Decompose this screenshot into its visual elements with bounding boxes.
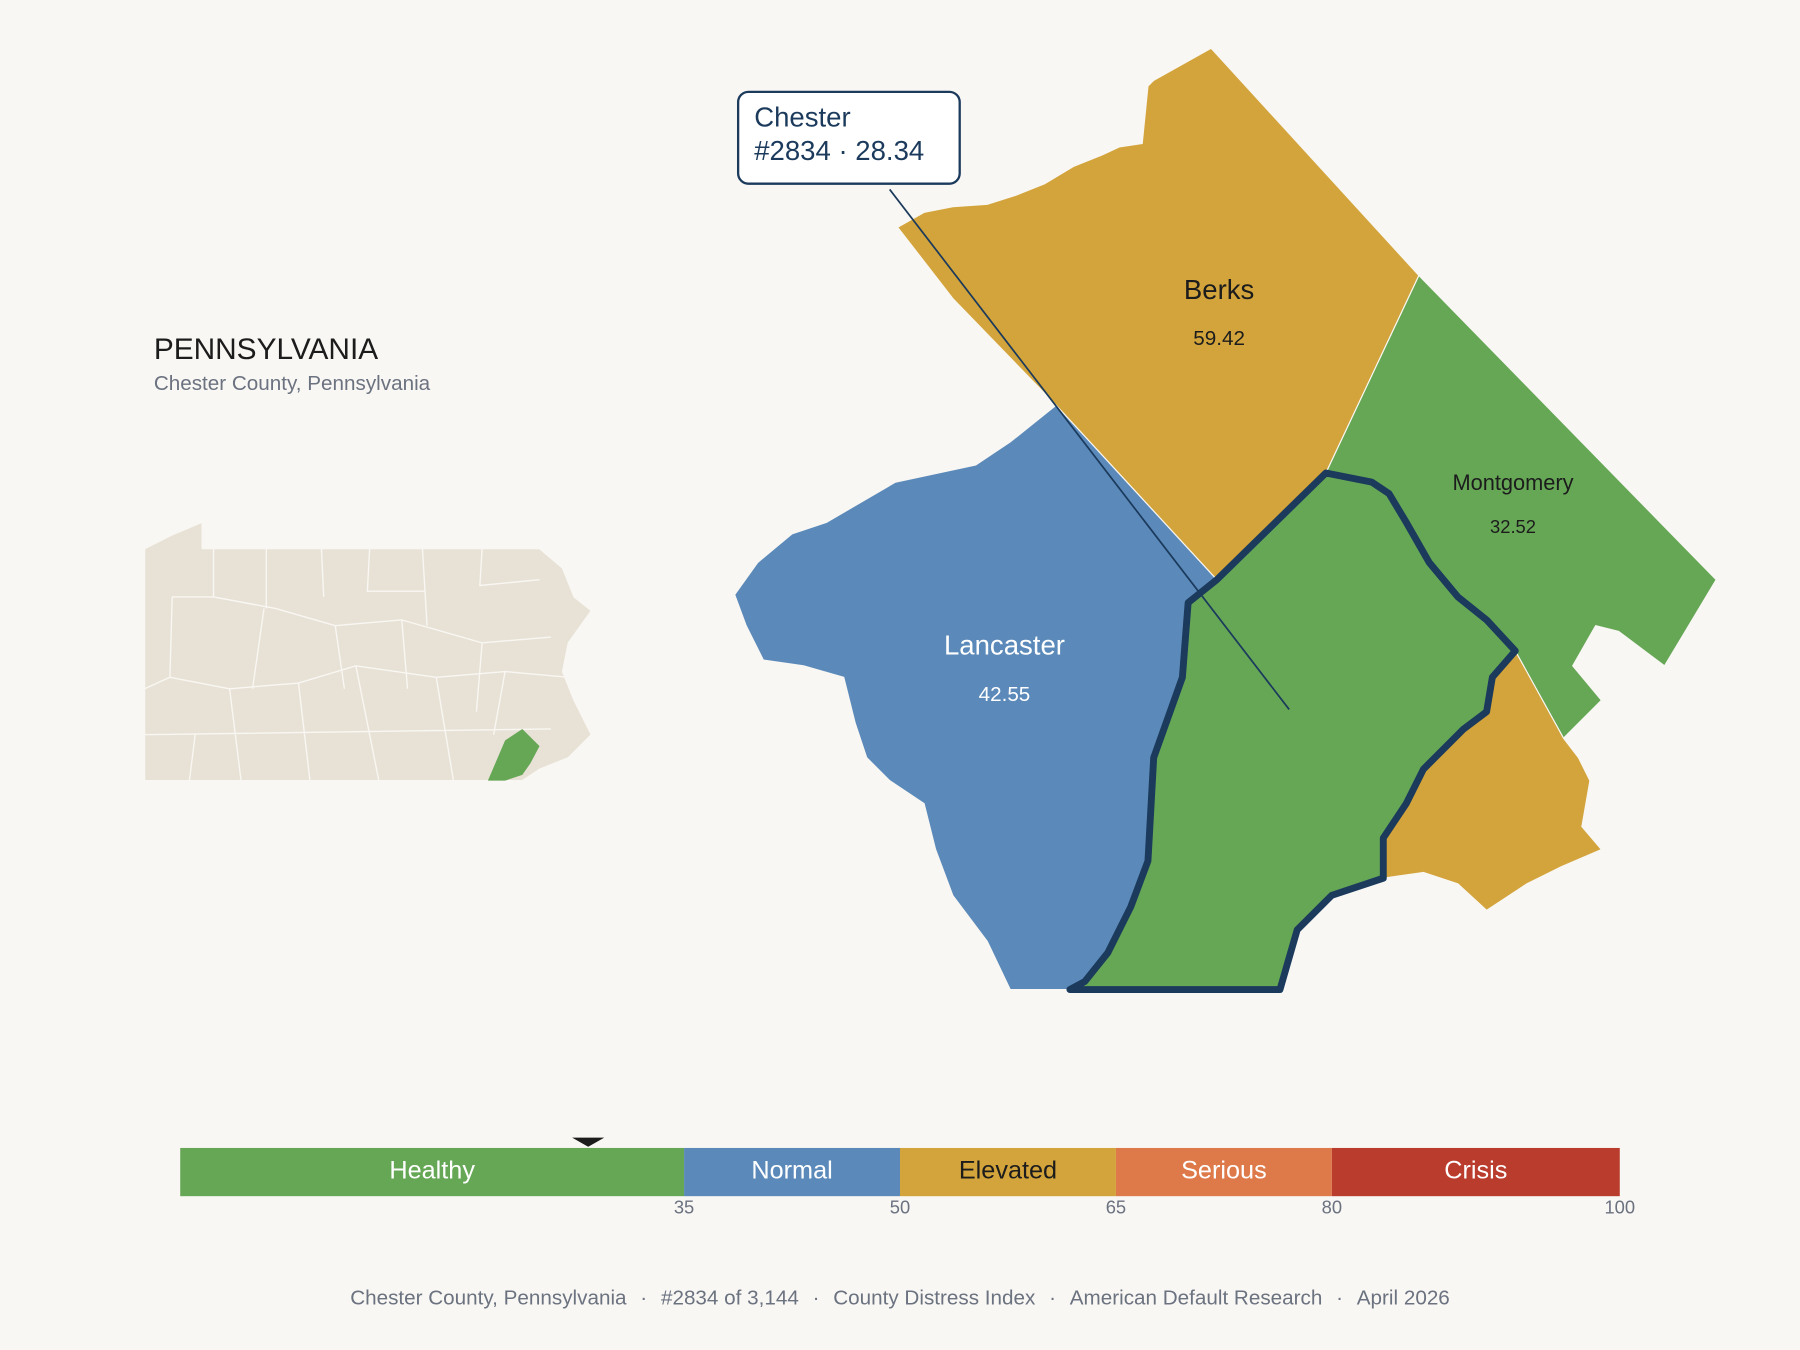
legend-segment	[180, 1147, 685, 1197]
value-marker	[572, 1137, 605, 1147]
callout-leader	[888, 188, 1290, 710]
legend-segment	[900, 1147, 1116, 1197]
legend-tick-label: 35	[674, 1197, 694, 1218]
county-name: Montgomery	[1452, 470, 1573, 495]
callout-name: Chester	[754, 102, 850, 133]
selected-county-shape[interactable]	[1066, 469, 1519, 993]
county-labels: Berks 59.42 Lancaster 42.55 Montgomery 32.52	[944, 274, 1574, 706]
county-value: 59.42	[1193, 327, 1245, 350]
county-value: 42.55	[979, 683, 1031, 706]
county-name: Lancaster	[944, 630, 1065, 661]
title: PENNSYLVANIA	[154, 333, 378, 366]
legend-segment	[1331, 1147, 1620, 1197]
county-map	[734, 47, 1717, 993]
legend-label: Elevated	[959, 1157, 1057, 1185]
footer-item: #2834 of 3,144	[661, 1287, 799, 1310]
legend: Healthy 35 Normal 50 Elevated 65 Serious 80 Cris…	[180, 1137, 1635, 1218]
footer-separator: ·	[813, 1287, 820, 1310]
legend-tick-label: 100	[1604, 1197, 1635, 1218]
footer-separator: ·	[1336, 1287, 1343, 1310]
state-inset	[144, 521, 592, 782]
selected-county-inset	[487, 728, 540, 781]
county-name: Berks	[1184, 274, 1254, 305]
legend-label: Healthy	[389, 1157, 475, 1185]
footer-item: County Distress Index	[833, 1287, 1036, 1310]
legend-label: Crisis	[1444, 1157, 1507, 1185]
footer: Chester County, Pennsylvania · #2834 of 3,…	[350, 1287, 1450, 1310]
state-shape	[144, 521, 592, 782]
legend-label: Serious	[1181, 1157, 1267, 1185]
subtitle: Chester County, Pennsylvania	[154, 372, 431, 395]
county-value: 32.52	[1490, 516, 1536, 537]
footer-item: April 2026	[1357, 1287, 1450, 1310]
legend-tick-label: 50	[890, 1197, 910, 1218]
footer-separator: ·	[640, 1287, 647, 1310]
footer-separator: ·	[1049, 1287, 1056, 1310]
legend-segment	[1115, 1147, 1332, 1197]
callout-box	[736, 90, 961, 185]
legend-label: Normal	[751, 1157, 832, 1185]
county-borders	[144, 548, 569, 781]
legend-tick-label: 80	[1322, 1197, 1342, 1218]
callout-detail: #2834 · 28.34	[754, 135, 924, 166]
footer-item: Chester County, Pennsylvania	[350, 1287, 627, 1310]
legend-segment	[684, 1147, 900, 1197]
footer-item: American Default Research	[1070, 1287, 1323, 1310]
legend-tick-label: 65	[1106, 1197, 1126, 1218]
